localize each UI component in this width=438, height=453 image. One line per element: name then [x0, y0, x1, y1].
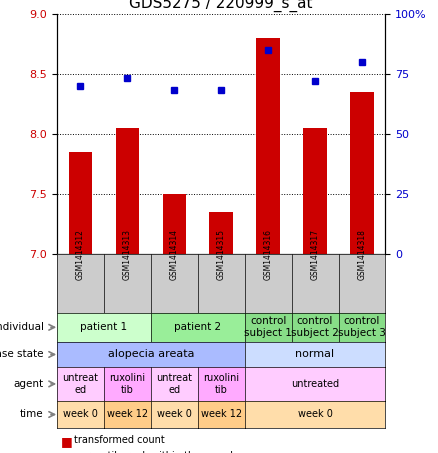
Text: normal: normal — [296, 349, 335, 360]
Text: week 0: week 0 — [157, 410, 192, 419]
Text: time: time — [20, 410, 44, 419]
Text: GSM1414314: GSM1414314 — [170, 229, 179, 280]
Bar — [116, 128, 139, 254]
Text: agent: agent — [14, 379, 44, 389]
Bar — [69, 152, 92, 254]
Text: GSM1414313: GSM1414313 — [123, 229, 132, 280]
Text: ■: ■ — [61, 451, 73, 453]
Text: week 12: week 12 — [201, 410, 242, 419]
Text: untreat
ed: untreat ed — [62, 373, 99, 395]
Text: week 0: week 0 — [63, 410, 98, 419]
Text: untreat
ed: untreat ed — [156, 373, 192, 395]
Text: patient 2: patient 2 — [174, 322, 221, 333]
Text: ruxolini
tib: ruxolini tib — [109, 373, 145, 395]
Text: week 12: week 12 — [107, 410, 148, 419]
Bar — [303, 128, 327, 254]
Text: control
subject 2: control subject 2 — [291, 317, 339, 338]
Text: disease state: disease state — [0, 349, 44, 360]
Text: GSM1414318: GSM1414318 — [357, 229, 367, 280]
Text: percentile rank within the sample: percentile rank within the sample — [74, 451, 240, 453]
Text: control
subject 1: control subject 1 — [244, 317, 292, 338]
Text: alopecia areata: alopecia areata — [108, 349, 194, 360]
Bar — [256, 38, 280, 254]
Text: individual: individual — [0, 322, 44, 333]
Title: GDS5275 / 220999_s_at: GDS5275 / 220999_s_at — [130, 0, 313, 12]
Text: ruxolini
tib: ruxolini tib — [203, 373, 239, 395]
Text: patient 1: patient 1 — [80, 322, 127, 333]
Text: GSM1414312: GSM1414312 — [76, 229, 85, 280]
Text: GSM1414315: GSM1414315 — [217, 229, 226, 280]
Bar — [162, 193, 186, 254]
Text: GSM1414317: GSM1414317 — [311, 229, 320, 280]
Text: transformed count: transformed count — [74, 435, 165, 445]
Text: ■: ■ — [61, 435, 73, 448]
Bar — [350, 92, 374, 254]
Text: week 0: week 0 — [297, 410, 332, 419]
Bar — [209, 212, 233, 254]
Text: GSM1414316: GSM1414316 — [264, 229, 272, 280]
Text: control
subject 3: control subject 3 — [338, 317, 386, 338]
Text: untreated: untreated — [291, 379, 339, 389]
